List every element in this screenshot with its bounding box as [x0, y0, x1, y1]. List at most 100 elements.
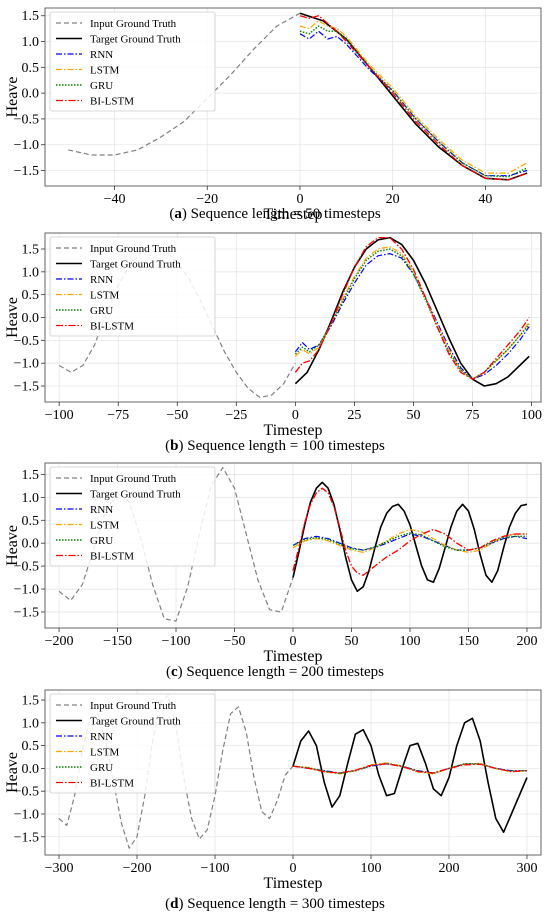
caption-paren-open: (: [166, 664, 171, 680]
caption-tag: a: [174, 206, 182, 222]
legend-label-rnn: RNN: [90, 504, 113, 516]
legend-label-input: Input Ground Truth: [90, 700, 177, 712]
y-axis-label: Heave: [4, 752, 21, 793]
y-tick-label: 1.5: [22, 468, 40, 483]
legend-box: [49, 693, 216, 794]
series-line-bilstm: [299, 15, 528, 181]
y-tick-label: −1.5: [14, 380, 39, 395]
x-axis-label: Timestep: [264, 206, 323, 223]
caption-text: Sequence length = 100 timesteps: [184, 438, 385, 454]
x-tick-label: −20: [196, 192, 218, 207]
x-tick-label: 100: [360, 861, 381, 876]
y-tick-label: 1.5: [22, 9, 40, 24]
series-line-lstm: [292, 528, 527, 553]
x-tick-label: 300: [516, 861, 537, 876]
x-tick-label: −200: [123, 861, 152, 876]
series-line-target: [294, 236, 530, 387]
y-tick-label: −1.5: [14, 830, 39, 845]
x-tick-label: −40: [104, 192, 126, 207]
x-axis-label: Timestep: [264, 875, 323, 892]
caption-paren-close: ): [182, 206, 187, 222]
legend-label-bilstm: BI-LSTM: [90, 96, 134, 108]
x-tick-label: 100: [521, 408, 542, 423]
legend-label-rnn: RNN: [90, 49, 113, 61]
legend-label-input: Input Ground Truth: [90, 243, 177, 255]
y-tick-label: 0.5: [22, 288, 40, 303]
x-tick-label: 0: [290, 861, 297, 876]
series-line-gru: [292, 532, 527, 551]
series-line-target: [299, 12, 528, 181]
x-tick-label: −100: [201, 861, 230, 876]
caption-paren-open: (: [169, 206, 174, 222]
series-line-bilstm: [292, 487, 527, 576]
panel-caption: (b) Sequence length = 100 timesteps: [165, 438, 385, 454]
legend-label-gru: GRU: [90, 535, 113, 547]
legend-label-gru: GRU: [90, 762, 113, 774]
caption-text: Sequence length = 50 timesteps: [187, 206, 381, 222]
legend-label-target: Target Ground Truth: [90, 259, 181, 271]
y-tick-label: −0.5: [14, 560, 39, 575]
caption-paren-open: (: [165, 896, 170, 912]
y-tick-label: −1.0: [14, 583, 39, 598]
legend-label-target: Target Ground Truth: [90, 34, 181, 46]
series-line-bilstm: [292, 763, 528, 774]
y-tick-label: 1.0: [22, 716, 40, 731]
legend-box: [49, 236, 216, 337]
panel-caption: (d) Sequence length = 300 timesteps: [165, 896, 385, 912]
legend-label-input: Input Ground Truth: [90, 18, 177, 30]
x-tick-label: 50: [406, 408, 420, 423]
legend-label-input: Input Ground Truth: [90, 473, 177, 485]
caption-tag: d: [170, 896, 179, 912]
y-tick-label: 0.5: [22, 61, 40, 76]
x-tick-label: −75: [107, 408, 129, 423]
series-line-rnn: [299, 30, 528, 177]
series-line-gru: [294, 248, 530, 380]
series-line-lstm: [299, 20, 528, 174]
caption-text: Sequence length = 300 timesteps: [184, 896, 385, 912]
y-tick-label: 0.0: [22, 537, 40, 552]
caption-tag: c: [171, 664, 178, 680]
y-tick-label: −0.5: [14, 785, 39, 800]
legend-label-bilstm: BI-LSTM: [90, 551, 134, 563]
x-tick-label: −100: [45, 408, 74, 423]
series-line-bilstm: [294, 236, 530, 380]
x-tick-label: −300: [45, 861, 74, 876]
x-axis-label: Timestep: [264, 422, 323, 439]
caption-paren-close: ): [179, 438, 184, 454]
legend-label-lstm: LSTM: [90, 290, 120, 302]
x-tick-label: 75: [466, 408, 480, 423]
y-tick-label: 1.0: [22, 265, 40, 280]
x-axis-label: Timestep: [264, 648, 323, 665]
y-tick-label: 0.5: [22, 739, 40, 754]
y-tick-label: 1.0: [22, 491, 40, 506]
x-tick-label: −150: [103, 634, 132, 649]
y-tick-label: 1.5: [22, 242, 40, 257]
x-tick-label: 0: [290, 634, 297, 649]
y-tick-label: 0.0: [22, 87, 40, 102]
y-axis-label: Heave: [4, 525, 21, 566]
x-tick-label: 25: [347, 408, 361, 423]
legend-box: [49, 11, 216, 112]
series-line-gru: [299, 25, 528, 178]
y-axis-label: Heave: [4, 297, 21, 338]
legend-label-gru: GRU: [90, 305, 113, 317]
y-tick-label: 0.0: [22, 762, 40, 777]
chart-panel-a: −40 −20 0 20 40 −1.5 −1.0 −0.5 0.0 0.5 1.0 1.5 Times…: [4, 7, 542, 223]
series-line-target: [292, 481, 528, 593]
panel-caption: (c) Sequence length = 200 timesteps: [166, 664, 384, 680]
x-tick-label: 150: [458, 634, 479, 649]
series-line-lstm: [294, 246, 530, 380]
y-tick-label: −0.5: [14, 334, 39, 349]
legend-label-gru: GRU: [90, 80, 113, 92]
x-tick-label: 20: [386, 192, 400, 207]
y-tick-label: 0.0: [22, 311, 40, 326]
panel-caption: (a) Sequence length = 50 timesteps: [169, 206, 380, 222]
x-tick-label: 0: [292, 408, 299, 423]
series-line-target: [292, 717, 528, 833]
y-tick-label: −1.5: [14, 605, 39, 620]
y-tick-label: −1.0: [14, 138, 39, 153]
x-tick-label: −50: [166, 408, 188, 423]
caption-tag: b: [170, 438, 178, 454]
chart-panel-d: −300 −200 −100 0 100 200 300 −1.5 −1.0 −0.5 0.0 0.5…: [4, 689, 542, 912]
